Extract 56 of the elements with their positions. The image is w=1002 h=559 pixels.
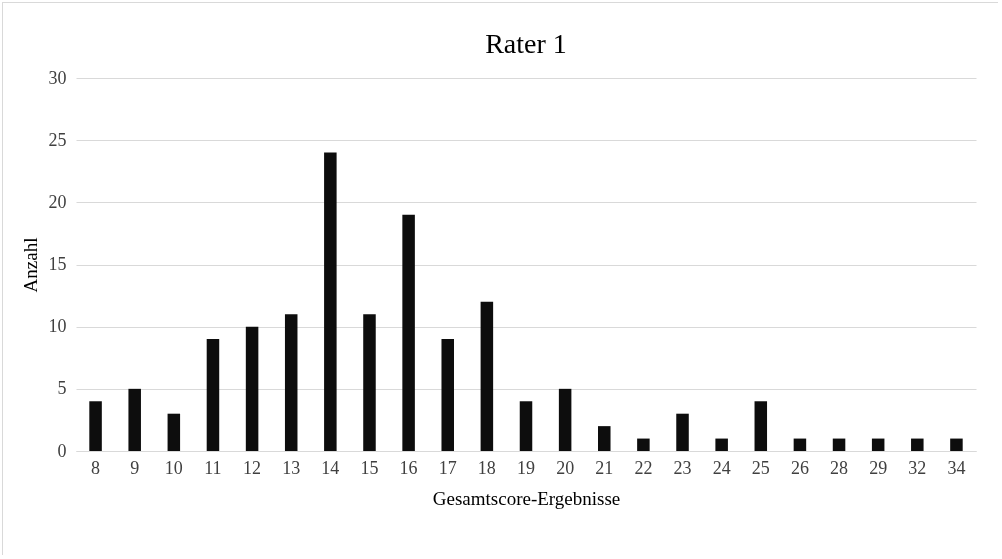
bar — [89, 401, 102, 451]
x-tick-label: 26 — [790, 457, 809, 478]
bar — [519, 401, 533, 451]
x-tick-label: 17 — [438, 457, 457, 478]
bar — [676, 413, 689, 451]
bar — [871, 438, 885, 451]
y-tick-label: 20 — [48, 191, 67, 212]
y-tick-label: 25 — [48, 129, 67, 150]
bar — [206, 339, 220, 451]
x-tick-label: 11 — [204, 457, 222, 478]
bar — [637, 438, 650, 451]
bar — [558, 388, 572, 451]
x-tick-label: 18 — [477, 457, 496, 478]
bar — [441, 339, 454, 451]
bar — [245, 326, 259, 451]
x-tick-label: 10 — [164, 457, 183, 478]
bar — [598, 426, 611, 451]
x-tick-label: 24 — [712, 457, 731, 478]
bar — [324, 152, 337, 451]
y-tick-label: 15 — [48, 254, 67, 274]
bar — [754, 401, 768, 451]
x-tick-label: 15 — [360, 457, 379, 478]
x-tick-label: 29 — [869, 457, 888, 478]
x-tick-label: 9 — [130, 457, 140, 478]
x-tick-label: 14 — [321, 457, 340, 478]
x-tick-label: 25 — [751, 457, 770, 478]
x-tick-label: 32 — [908, 457, 927, 478]
chart-title: Rater 1 — [485, 28, 567, 59]
x-tick-label: 21 — [595, 457, 614, 478]
x-tick-label: 19 — [517, 457, 535, 478]
bar — [715, 438, 728, 451]
x-tick-label: 16 — [399, 457, 418, 478]
x-tick-label: 22 — [634, 457, 653, 478]
bar — [128, 388, 141, 451]
bar — [167, 413, 181, 451]
bar — [402, 214, 415, 451]
x-tick-label: 23 — [673, 457, 692, 478]
bar — [480, 301, 494, 451]
y-tick-label: 5 — [57, 378, 67, 399]
x-tick-label: 13 — [282, 457, 301, 478]
x-axis-title: Gesamtscore-Ergebnisse — [432, 487, 621, 509]
y-tick-label: 0 — [57, 440, 67, 461]
y-axis-title: Anzahl — [19, 237, 41, 293]
bar — [832, 438, 846, 451]
bar — [793, 438, 807, 451]
x-tick-label: 8 — [91, 457, 101, 478]
x-tick-label: 34 — [947, 457, 966, 478]
bar — [950, 438, 963, 451]
bar — [911, 438, 924, 451]
y-tick-label: 30 — [48, 67, 67, 88]
x-tick-label: 20 — [556, 457, 575, 478]
bar — [363, 314, 376, 451]
y-tick-label: 10 — [48, 316, 67, 337]
x-tick-label: 28 — [830, 457, 849, 478]
bar — [284, 314, 298, 451]
x-tick-label: 12 — [243, 457, 262, 478]
